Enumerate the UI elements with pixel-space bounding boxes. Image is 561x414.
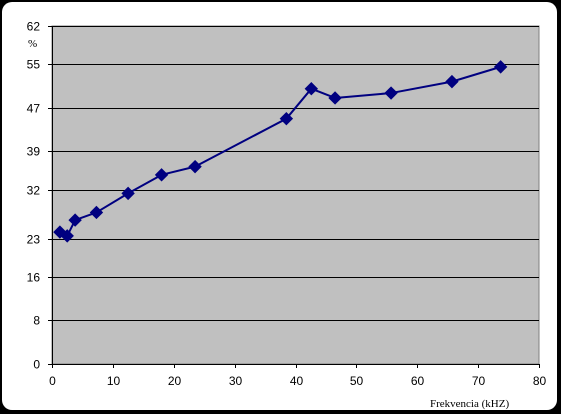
x-tick-label: 80 bbox=[533, 374, 547, 388]
y-tick-label: 47 bbox=[27, 102, 41, 116]
x-tick-label: 0 bbox=[49, 374, 56, 388]
y-tick-label: 62 bbox=[27, 20, 41, 34]
x-tick-label: 60 bbox=[411, 374, 425, 388]
data-point bbox=[304, 81, 319, 96]
data-point bbox=[68, 213, 82, 227]
y-tick-label: 8 bbox=[33, 314, 40, 328]
data-point bbox=[279, 111, 294, 126]
axes bbox=[48, 26, 540, 368]
y-tick-label: 16 bbox=[27, 271, 41, 285]
x-tick-label: 10 bbox=[107, 374, 121, 388]
y-tick-label: 32 bbox=[27, 184, 41, 198]
y-tick-label: 39 bbox=[27, 145, 41, 159]
data-point bbox=[60, 229, 74, 243]
x-tick-label: 30 bbox=[229, 374, 243, 388]
y-tick-label: 0 bbox=[33, 358, 40, 372]
data-point bbox=[154, 168, 169, 182]
x-tick-label: 50 bbox=[350, 374, 364, 388]
data-series bbox=[53, 60, 508, 243]
y-axis-title: % bbox=[28, 38, 37, 50]
x-tick-label: 20 bbox=[168, 374, 182, 388]
x-axis-title: Frekvencia (kHZ) bbox=[430, 398, 509, 410]
data-point bbox=[384, 86, 398, 100]
x-tick-label: 40 bbox=[290, 374, 304, 388]
y-tick-label: 55 bbox=[27, 58, 41, 72]
data-point bbox=[121, 186, 135, 201]
data-point bbox=[493, 60, 508, 74]
x-tick-label: 70 bbox=[472, 374, 486, 388]
data-point bbox=[445, 74, 459, 89]
data-point bbox=[188, 159, 202, 174]
data-point bbox=[89, 205, 104, 220]
y-tick-label: 23 bbox=[27, 233, 41, 247]
tick-labels: 0 8 16 23 32 39 47 55 62 0 10 20 30 40 50 60 70 80 bbox=[27, 20, 547, 389]
data-point bbox=[328, 91, 342, 105]
